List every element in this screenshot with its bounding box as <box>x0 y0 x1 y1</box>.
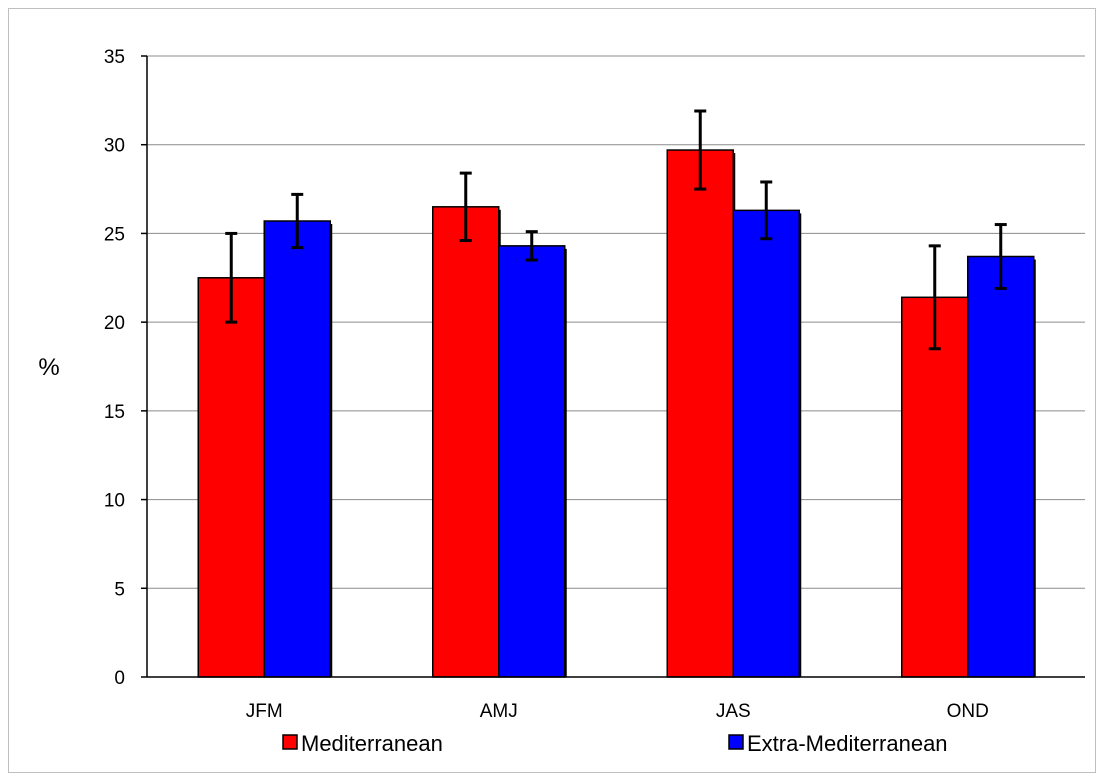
bar-extra-mediterranean-ond <box>967 255 1035 678</box>
x-tick-labels: JFM AMJ JAS OND <box>246 701 989 722</box>
error-bars <box>225 109 1007 351</box>
x-tick-label: OND <box>947 701 989 722</box>
bar-mediterranean-amj <box>432 206 500 678</box>
legend-swatch <box>728 734 744 750</box>
legend-label: Mediterranean <box>301 731 443 756</box>
bar-extra-mediterranean-jas <box>732 209 800 678</box>
legend-label: Extra-Mediterranean <box>747 731 948 756</box>
legend: Mediterranean Extra-Mediterranean <box>282 731 948 756</box>
x-tick-label: JFM <box>246 701 283 722</box>
bar-mediterranean-jas <box>666 149 734 678</box>
bar-extra-mediterranean-jfm <box>263 220 331 678</box>
y-tick-labels: 0 5 10 15 20 25 30 35 <box>104 47 125 689</box>
x-tick-label: JAS <box>716 701 751 722</box>
bar-chart: 0 5 10 15 20 25 30 35 JFM AMJ JAS OND % Mediterran… <box>38 47 1085 756</box>
x-tick-label: AMJ <box>480 701 518 722</box>
y-tick-label: 30 <box>104 136 125 157</box>
chart-frame: 0 5 10 15 20 25 30 35 JFM AMJ JAS OND % Mediterran… <box>8 8 1096 773</box>
y-tick-label: 15 <box>104 402 125 423</box>
bar-extra-mediterranean-amj <box>498 245 566 678</box>
y-tick-label: 35 <box>104 47 125 68</box>
bars <box>197 149 1036 678</box>
bar-mediterranean-jfm <box>197 277 265 678</box>
y-tick-label: 5 <box>114 579 125 600</box>
y-tick-label: 10 <box>104 491 125 512</box>
y-tick-label: 0 <box>114 668 125 689</box>
y-tick-label: 20 <box>104 313 125 334</box>
axes <box>141 55 1085 678</box>
y-tick-label: 25 <box>104 224 125 245</box>
legend-swatch <box>282 734 298 750</box>
bar-mediterranean-ond <box>901 296 969 678</box>
y-axis-label: % <box>38 354 59 381</box>
